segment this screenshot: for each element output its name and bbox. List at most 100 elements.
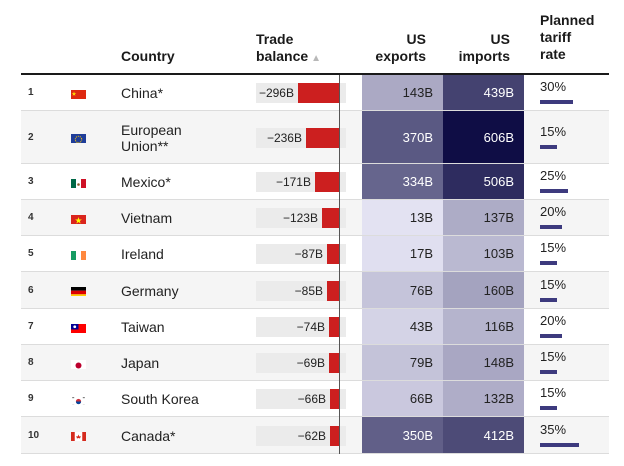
balance-bar-track (256, 353, 346, 373)
table-row[interactable]: 10 Canada* −62B 350B 412B 35% (21, 417, 609, 454)
exports-cell: 43B (362, 309, 443, 344)
tariff-bar (540, 298, 557, 302)
rank-number: 5 (28, 248, 34, 259)
tariff-label: 35% (540, 422, 567, 437)
tariff-bar (540, 406, 557, 410)
imports-cell: 116B (443, 309, 524, 344)
imports-cell: 506B (443, 164, 524, 199)
exports-cell: 143B (362, 75, 443, 110)
tariff-label: 25% (540, 168, 567, 183)
table-row[interactable]: 5 Ireland −87B 17B 103B 15% (21, 236, 609, 272)
balance-bar-track (256, 281, 346, 301)
balance-bar (298, 83, 339, 103)
header-trade-balance-line1: Trade (256, 31, 294, 47)
header-country[interactable]: Country (121, 48, 175, 65)
country-name: Japan (121, 355, 160, 371)
balance-bar (329, 353, 339, 373)
exports-cell: 370B (362, 111, 443, 163)
table-row[interactable]: 4 Vietnam −123B 13B 137B 20% (21, 200, 609, 236)
imports-cell: 137B (443, 200, 524, 235)
balance-label: −171B (275, 175, 311, 189)
taiwan-flag-icon (71, 322, 86, 333)
header-tariff-line2: tariff (540, 29, 572, 45)
country-name: China* (121, 85, 164, 101)
tariff-bar (540, 334, 562, 338)
balance-label: −62B (297, 429, 326, 443)
imports-cell: 148B (443, 345, 524, 380)
imports-cell: 606B (443, 111, 524, 163)
table-row[interactable]: 7 Taiwan −74B 43B 116B 20% (21, 309, 609, 345)
balance-bar (330, 426, 339, 446)
balance-bar (327, 281, 339, 301)
balance-bar-track (256, 389, 346, 409)
tariff-label: 15% (540, 124, 567, 139)
country-name: European Union** (121, 122, 182, 154)
balance-label: −296B (258, 86, 294, 100)
header-us-imports-line2: imports (458, 48, 510, 64)
tariff-label: 15% (540, 349, 567, 364)
sort-ascending-icon[interactable]: ▲ (311, 53, 322, 64)
tariff-bar (540, 443, 579, 447)
tariff-label: 30% (540, 79, 567, 94)
country-name: Ireland (121, 246, 164, 262)
canada-flag-icon (71, 430, 86, 441)
balance-bar-track (256, 426, 346, 446)
balance-bar (329, 317, 339, 337)
country-name: Taiwan (121, 319, 165, 335)
mexico-flag-icon (71, 177, 86, 188)
table-row[interactable]: 1 China* −296B 143B 439B 30% (21, 75, 609, 111)
balance-zero-axis (339, 75, 340, 454)
rank-number: 7 (28, 321, 34, 332)
tariff-bar (540, 145, 557, 149)
table-row[interactable]: 9 South Korea −66B 66B 132B 15% (21, 381, 609, 417)
imports-cell: 103B (443, 236, 524, 271)
header-trade-balance-line2: balance ▲ (256, 48, 321, 67)
exports-cell: 17B (362, 236, 443, 271)
header-us-exports-line2: exports (375, 48, 426, 64)
tariff-bar (540, 189, 568, 193)
tariff-bar (540, 100, 573, 104)
balance-bar (322, 208, 339, 228)
table-row[interactable]: 2 European Union** −236B 370B 606B 15% (21, 111, 609, 164)
vietnam-flag-icon (71, 213, 86, 224)
balance-bar-track (256, 244, 346, 264)
header-trade-balance[interactable]: Trade balance ▲ (256, 31, 321, 67)
imports-cell: 132B (443, 381, 524, 416)
tariff-label: 15% (540, 385, 567, 400)
header-us-imports-line1: US (490, 31, 510, 47)
header-us-imports[interactable]: US imports (452, 31, 510, 65)
header-divider (21, 73, 609, 75)
exports-cell: 350B (362, 417, 443, 453)
country-name: Vietnam (121, 210, 173, 226)
rank-number: 4 (28, 212, 34, 223)
eu-flag-icon (71, 132, 86, 143)
header-planned-tariff-rate[interactable]: Planned tariff rate (540, 12, 594, 63)
rank-number: 6 (28, 284, 34, 296)
tariff-label: 15% (540, 277, 567, 292)
exports-cell: 66B (362, 381, 443, 416)
imports-cell: 412B (443, 417, 524, 453)
tariff-bar (540, 225, 562, 229)
south-korea-flag-icon (71, 394, 86, 405)
country-name: Canada* (121, 428, 176, 444)
balance-label: −66B (297, 392, 326, 406)
exports-cell: 334B (362, 164, 443, 199)
rank-number: 2 (28, 131, 34, 143)
japan-flag-icon (71, 358, 86, 369)
header-trade-balance-label: balance (256, 48, 309, 64)
header-us-exports-line1: US (406, 31, 426, 47)
balance-bar (327, 244, 339, 264)
header-us-exports[interactable]: US exports (372, 31, 426, 65)
imports-cell: 160B (443, 272, 524, 308)
tariff-label: 20% (540, 204, 567, 219)
balance-label: −123B (282, 211, 318, 225)
table-row[interactable]: 8 Japan −69B 79B 148B 15% (21, 345, 609, 381)
balance-bar (306, 128, 339, 148)
balance-label: −74B (296, 320, 325, 334)
rank-number: 3 (28, 176, 34, 187)
germany-flag-icon (71, 285, 86, 296)
header-tariff-line3: rate (540, 46, 566, 62)
tariff-label: 20% (540, 313, 567, 328)
table-row[interactable]: 3 Mexico* −171B 334B 506B 25% (21, 164, 609, 200)
table-row[interactable]: 6 Germany −85B 76B 160B 15% (21, 272, 609, 309)
